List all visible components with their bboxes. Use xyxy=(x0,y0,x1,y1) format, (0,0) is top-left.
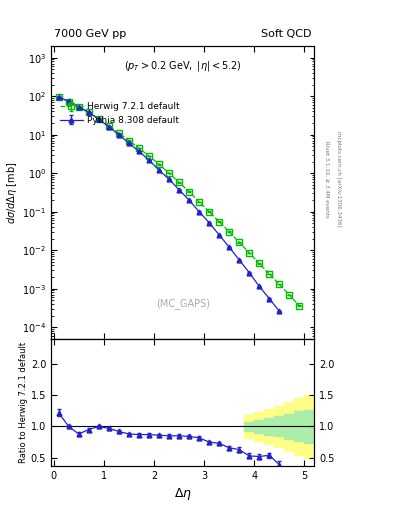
Text: Soft QCD: Soft QCD xyxy=(261,29,312,39)
X-axis label: $\Delta\eta$: $\Delta\eta$ xyxy=(174,486,192,502)
Legend: Herwig 7.2.1 default, Pythia 8.308 default: Herwig 7.2.1 default, Pythia 8.308 defau… xyxy=(56,99,183,129)
Y-axis label: Ratio to Herwig 7.2.1 default: Ratio to Herwig 7.2.1 default xyxy=(19,342,28,463)
Text: mcplots.cern.ch [arXiv:1306.3436]: mcplots.cern.ch [arXiv:1306.3436] xyxy=(336,132,341,227)
Text: 7000 GeV pp: 7000 GeV pp xyxy=(54,29,126,39)
Text: $(p_T > 0.2\ \mathrm{GeV},\ |\eta| < 5.2)$: $(p_T > 0.2\ \mathrm{GeV},\ |\eta| < 5.2… xyxy=(124,59,242,73)
Y-axis label: $d\sigma/d\Delta\eta$ [mb]: $d\sigma/d\Delta\eta$ [mb] xyxy=(5,161,19,224)
Text: (MC_GAPS): (MC_GAPS) xyxy=(156,298,210,309)
Text: Rivet 3.1.10, ≥ 3.4M events: Rivet 3.1.10, ≥ 3.4M events xyxy=(324,141,329,218)
